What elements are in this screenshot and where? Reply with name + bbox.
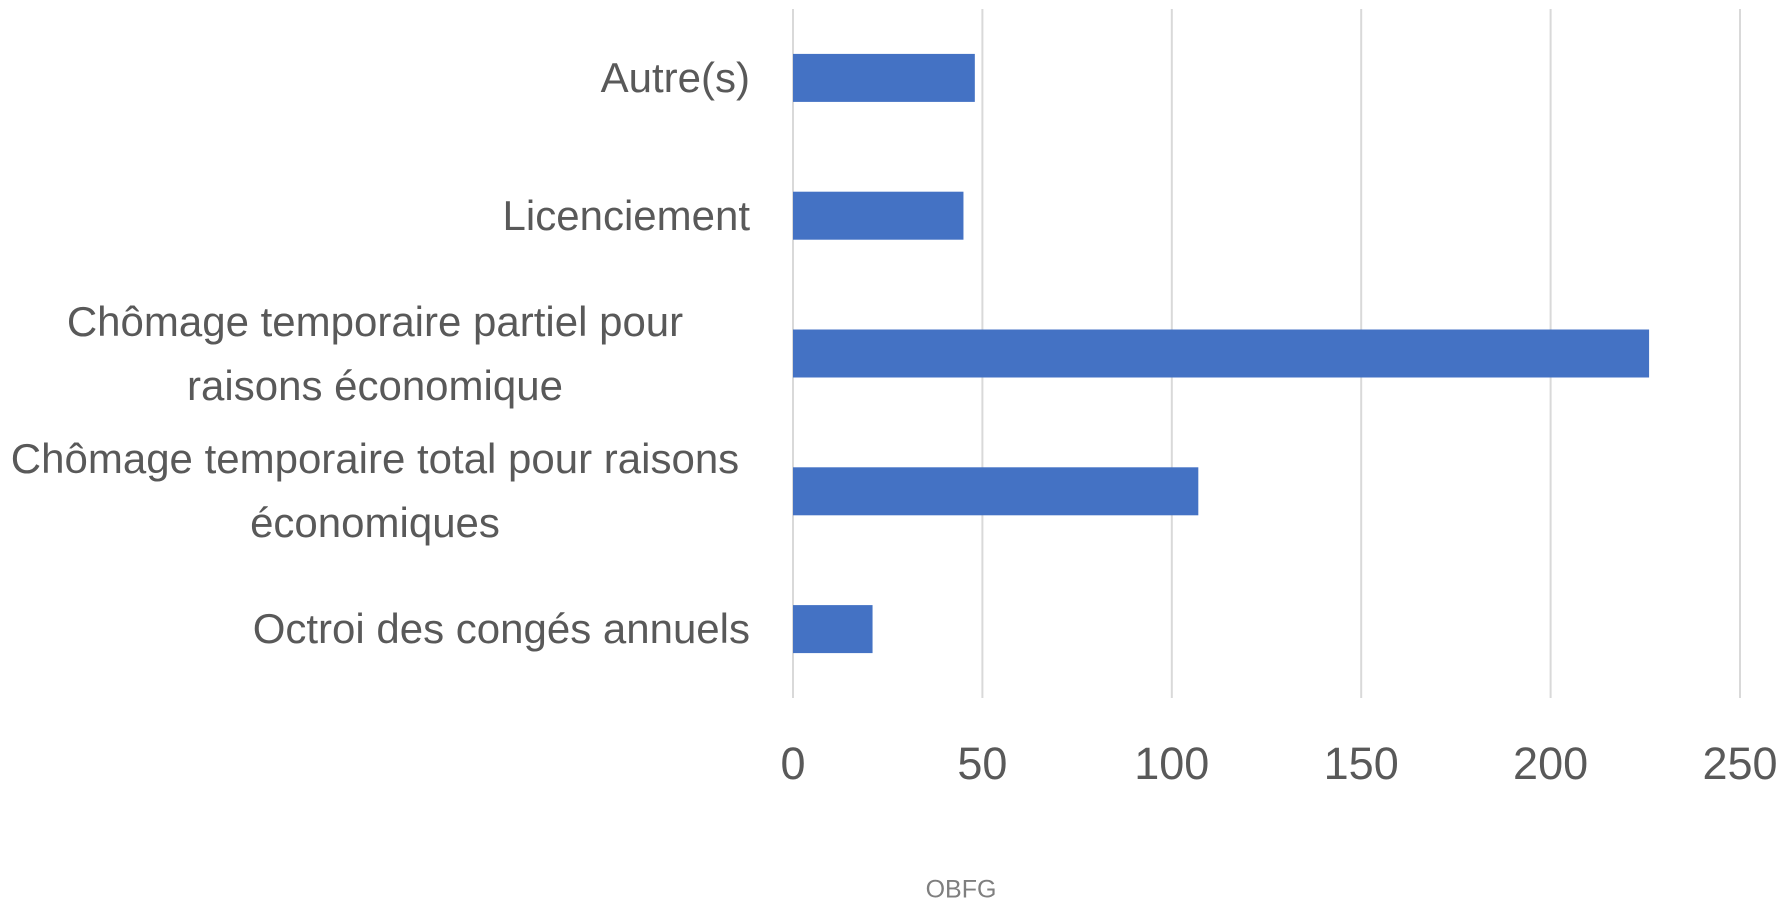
category-label-box: Octroi des congés annuels <box>0 559 750 699</box>
x-tick-label: 150 <box>1324 738 1399 789</box>
x-tick-label: 0 <box>780 738 805 789</box>
category-label-box: Chômage temporaire total pour raisons éc… <box>0 421 750 561</box>
x-tick-label: 50 <box>957 738 1007 789</box>
y-tick-label: Licenciement <box>502 191 750 239</box>
bar <box>793 467 1199 516</box>
y-tick-label: Octroi des congés annuels <box>252 605 750 653</box>
bar <box>793 329 1650 378</box>
y-tick-label: Chômage temporaire total pour raisons éc… <box>10 435 740 547</box>
source: OBFG <box>926 876 997 904</box>
bar <box>793 191 964 240</box>
category-label-box: Autre(s) <box>0 8 750 148</box>
y-tick-label: Chômage temporaire partiel pour raisons … <box>66 297 684 409</box>
y-tick-label: Autre(s) <box>600 53 750 101</box>
x-tick-label: 250 <box>1702 738 1777 789</box>
x-tick-label: 100 <box>1134 738 1209 789</box>
x-tick-label: 200 <box>1513 738 1588 789</box>
bar <box>793 605 873 654</box>
category-label-box: Licenciement <box>0 146 750 286</box>
category-label-box: Chômage temporaire partiel pour raisons … <box>0 284 750 424</box>
bar <box>793 53 975 102</box>
